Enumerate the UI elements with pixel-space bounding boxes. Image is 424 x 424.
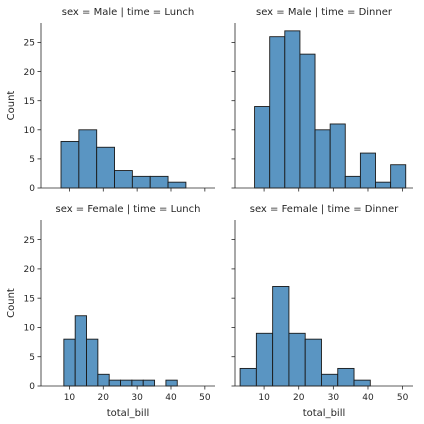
histogram-bar [149, 175, 169, 189]
histogram-bar [131, 379, 144, 387]
panel-title: sex = Female | time = Lunch [56, 204, 201, 215]
histogram-bar [255, 332, 274, 387]
x-tick-label: 20 [293, 393, 305, 403]
panel-title: sex = Male | time = Dinner [256, 7, 393, 18]
y-tick-label: 0 [29, 382, 35, 392]
histogram-bar [114, 170, 133, 189]
facet-panel-4: 10 20 30 40 50 sex = Female | time = Dinner to… [231, 204, 413, 419]
histogram-bar [78, 129, 98, 189]
x-tick-label: 30 [131, 393, 143, 403]
y-tick-label: 15 [24, 97, 35, 107]
histogram-bar [86, 338, 99, 387]
histogram-bar [284, 30, 301, 189]
facet-panel-3: 0 5 10 15 20 25 10 20 30 40 50 sex = Female | time … [6, 204, 215, 419]
histogram-bar [288, 332, 306, 387]
x-tick-label: 50 [199, 393, 211, 403]
y-tick-label: 10 [24, 324, 36, 334]
y-tick-label: 0 [29, 184, 35, 194]
y-tick-label: 25 [24, 236, 35, 246]
histogram-bar [344, 175, 361, 189]
histogram-bar [74, 315, 87, 387]
histogram-bar [97, 373, 110, 387]
histogram-bar [131, 175, 151, 189]
y-tick-label: 5 [29, 353, 35, 363]
y-tick-label: 15 [24, 294, 35, 304]
x-axis-label: total_bill [303, 408, 346, 419]
histogram-bar [96, 146, 115, 189]
y-tick-label: 25 [24, 39, 35, 49]
x-axis-label: total_bill [107, 408, 150, 419]
x-tick-label: 10 [258, 393, 270, 403]
histogram-bar [304, 338, 322, 387]
histogram-bar [314, 129, 331, 189]
histogram-bar [142, 379, 156, 387]
histogram-bar [329, 123, 346, 189]
histogram-bar [120, 379, 133, 387]
histogram-bar [390, 164, 407, 189]
histogram-bar [269, 36, 286, 189]
panel-title: sex = Male | time = Lunch [62, 7, 195, 18]
histogram-bar [375, 181, 392, 189]
y-axis-label: Count [6, 91, 17, 121]
facet-panel-2: sex = Male | time = Dinner [231, 7, 413, 192]
histogram-bar [63, 338, 76, 387]
histogram-bar [337, 367, 355, 387]
y-axis-label: Count [6, 288, 17, 318]
facet-panel-1: 0 5 10 15 20 25 sex = Male | time = Lunch Count [6, 7, 215, 194]
histogram-bar [321, 373, 339, 387]
x-tick-label: 40 [165, 393, 177, 403]
histogram-bar [359, 152, 376, 189]
x-tick-label: 40 [362, 393, 374, 403]
y-tick-label: 20 [24, 265, 36, 275]
x-tick-label: 10 [64, 393, 76, 403]
y-tick-label: 5 [29, 155, 35, 165]
x-tick-label: 20 [98, 393, 110, 403]
histogram-bar [108, 379, 121, 387]
histogram-bar [239, 367, 257, 387]
histogram-bar [272, 286, 290, 387]
histogram-bar [165, 379, 178, 387]
histogram-bar [167, 181, 187, 189]
histogram-bar [60, 140, 80, 189]
panel-title: sex = Female | time = Dinner [250, 204, 399, 215]
histogram-bar [254, 106, 271, 189]
x-tick-label: 50 [397, 393, 409, 403]
histogram-bar [353, 379, 371, 387]
histogram-bar [299, 53, 316, 189]
y-tick-label: 20 [24, 68, 36, 78]
y-tick-label: 10 [24, 126, 36, 136]
x-tick-label: 30 [328, 393, 340, 403]
